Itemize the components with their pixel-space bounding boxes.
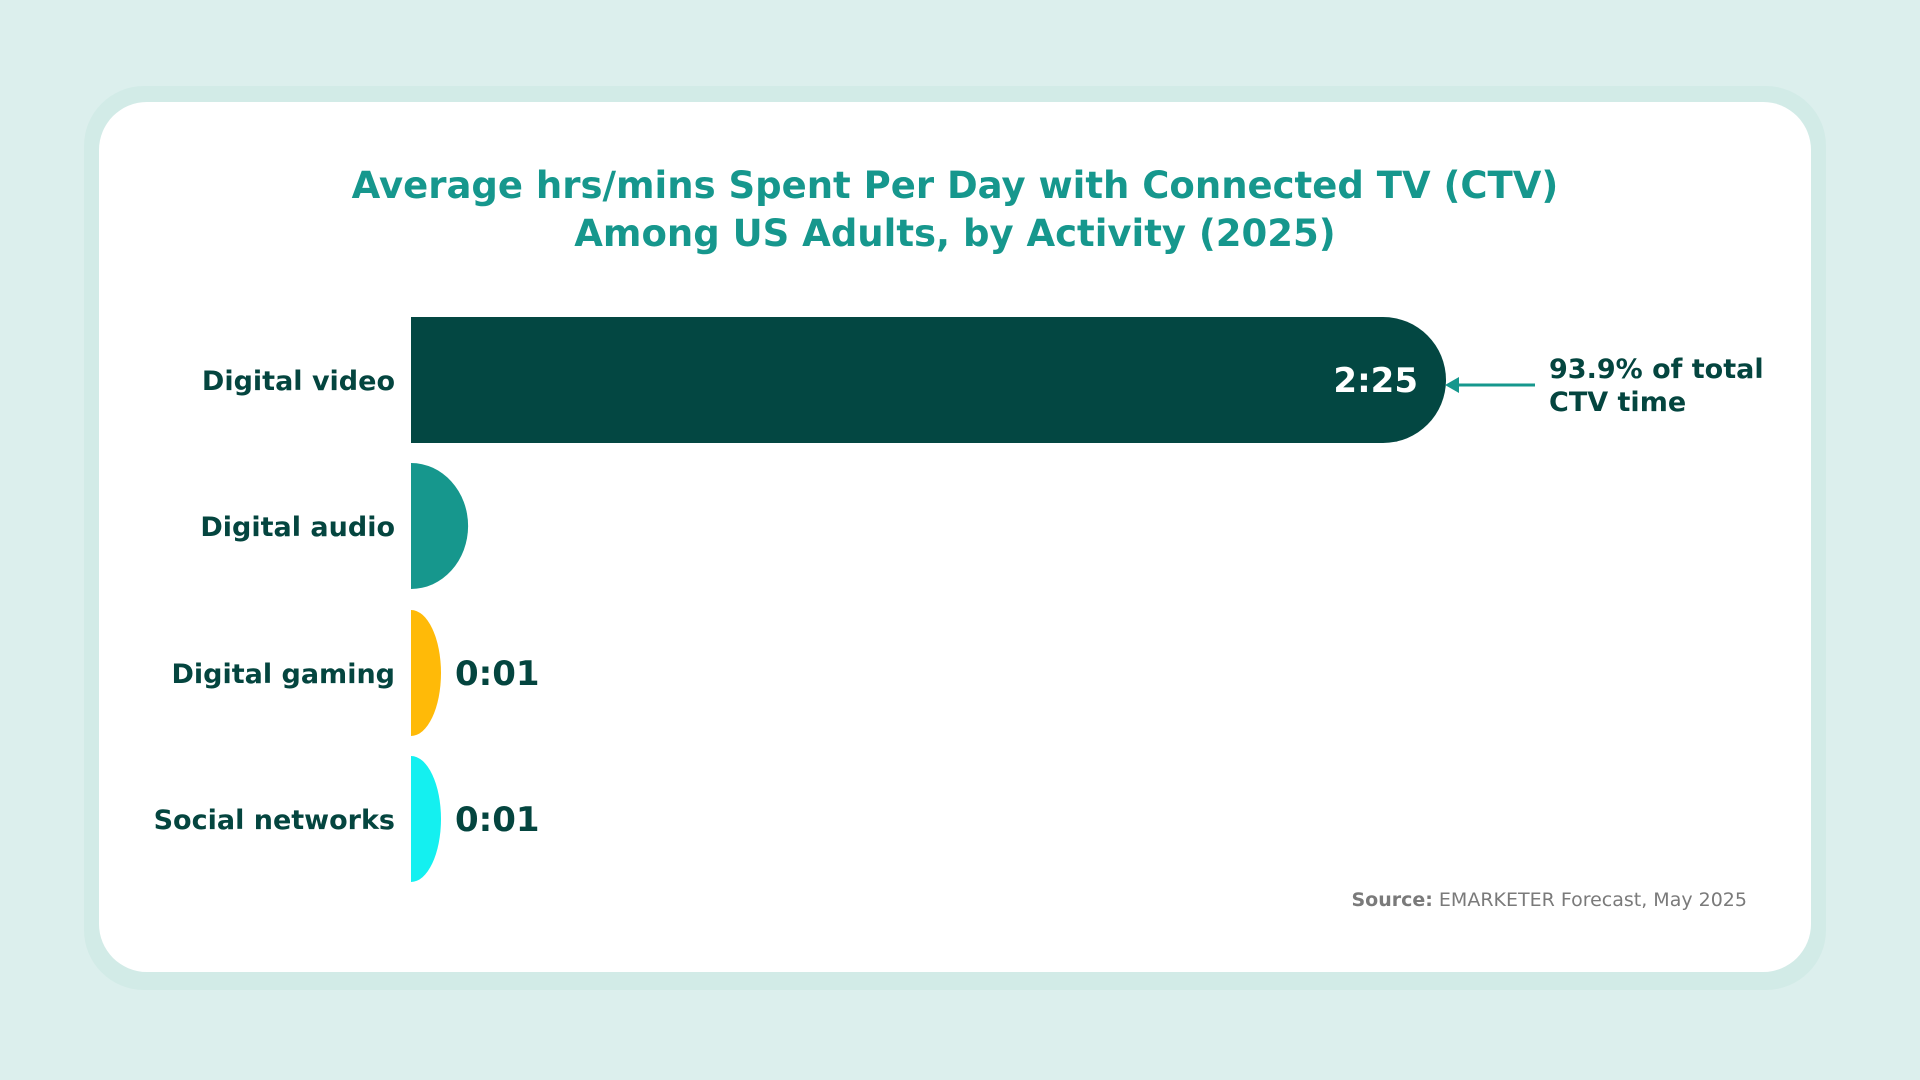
value-label-digital-gaming: 0:01 bbox=[455, 654, 540, 694]
chart-title-line-1: Average hrs/mins Spent Per Day with Conn… bbox=[351, 164, 1559, 207]
source-text: EMARKETER Forecast, May 2025 bbox=[1438, 889, 1747, 911]
category-labels: Digital video Digital audio Digital gaming… bbox=[154, 366, 395, 836]
value-labels: 2:25 0:08 0:01 0:01 bbox=[455, 361, 1418, 840]
source-label: Source: bbox=[1351, 889, 1433, 911]
bar-chart: Digital video Digital audio Digital gaming… bbox=[154, 317, 1764, 882]
source-note: Source: EMARKETER Forecast, May 2025 bbox=[1351, 889, 1747, 911]
bar-digital-gaming bbox=[411, 610, 441, 736]
value-label-digital-audio: 0:08 bbox=[482, 507, 567, 547]
value-label-social-networks: 0:01 bbox=[455, 800, 540, 840]
annotation: 93.9% of total CTV time bbox=[1445, 354, 1764, 418]
value-label-digital-video: 2:25 bbox=[1333, 361, 1418, 401]
annotation-arrow-head bbox=[1445, 377, 1459, 393]
category-label-digital-audio: Digital audio bbox=[200, 512, 395, 543]
category-label-digital-video: Digital video bbox=[202, 366, 395, 397]
chart-title: Average hrs/mins Spent Per Day with Conn… bbox=[99, 162, 1811, 258]
bar-digital-video bbox=[411, 317, 1446, 443]
chart-title-line-2: Among US Adults, by Activity (2025) bbox=[574, 212, 1336, 255]
category-label-digital-gaming: Digital gaming bbox=[171, 659, 395, 690]
bar-social-networks bbox=[411, 756, 441, 882]
annotation-line-2: CTV time bbox=[1549, 387, 1686, 418]
bars bbox=[411, 317, 1446, 882]
chart-card: Average hrs/mins Spent Per Day with Conn… bbox=[99, 102, 1811, 972]
bar-digital-audio bbox=[411, 463, 469, 589]
annotation-line-1: 93.9% of total bbox=[1549, 354, 1764, 385]
category-label-social-networks: Social networks bbox=[154, 805, 395, 836]
